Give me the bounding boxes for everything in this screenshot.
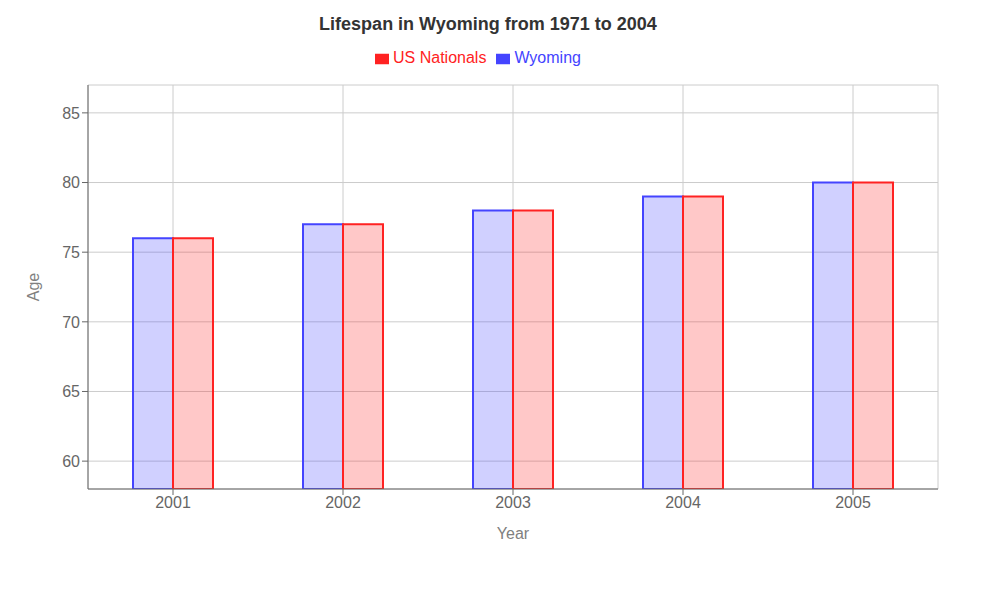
html-text:Wyoming: Wyoming	[514, 49, 581, 66]
svg-text:Age: Age	[25, 273, 42, 302]
svg-text:85: 85	[62, 105, 80, 122]
svg-text:Year: Year	[497, 525, 530, 542]
svg-text:2002: 2002	[325, 494, 361, 511]
svg-text:2001: 2001	[155, 494, 191, 511]
svg-text:80: 80	[62, 174, 80, 191]
svg-text:65: 65	[62, 383, 80, 400]
svg-text:2003: 2003	[495, 494, 531, 511]
svg-text:75: 75	[62, 244, 80, 261]
svg-text:2005: 2005	[835, 494, 871, 511]
html-text:Lifespan in Wyoming from 1971: Lifespan in Wyoming from 1971 to 2004	[319, 14, 657, 34]
svg-text:70: 70	[62, 314, 80, 331]
svg-text:60: 60	[62, 453, 80, 470]
html-text:US Nationals: US Nationals	[393, 49, 487, 66]
svg-text:2004: 2004	[665, 494, 701, 511]
